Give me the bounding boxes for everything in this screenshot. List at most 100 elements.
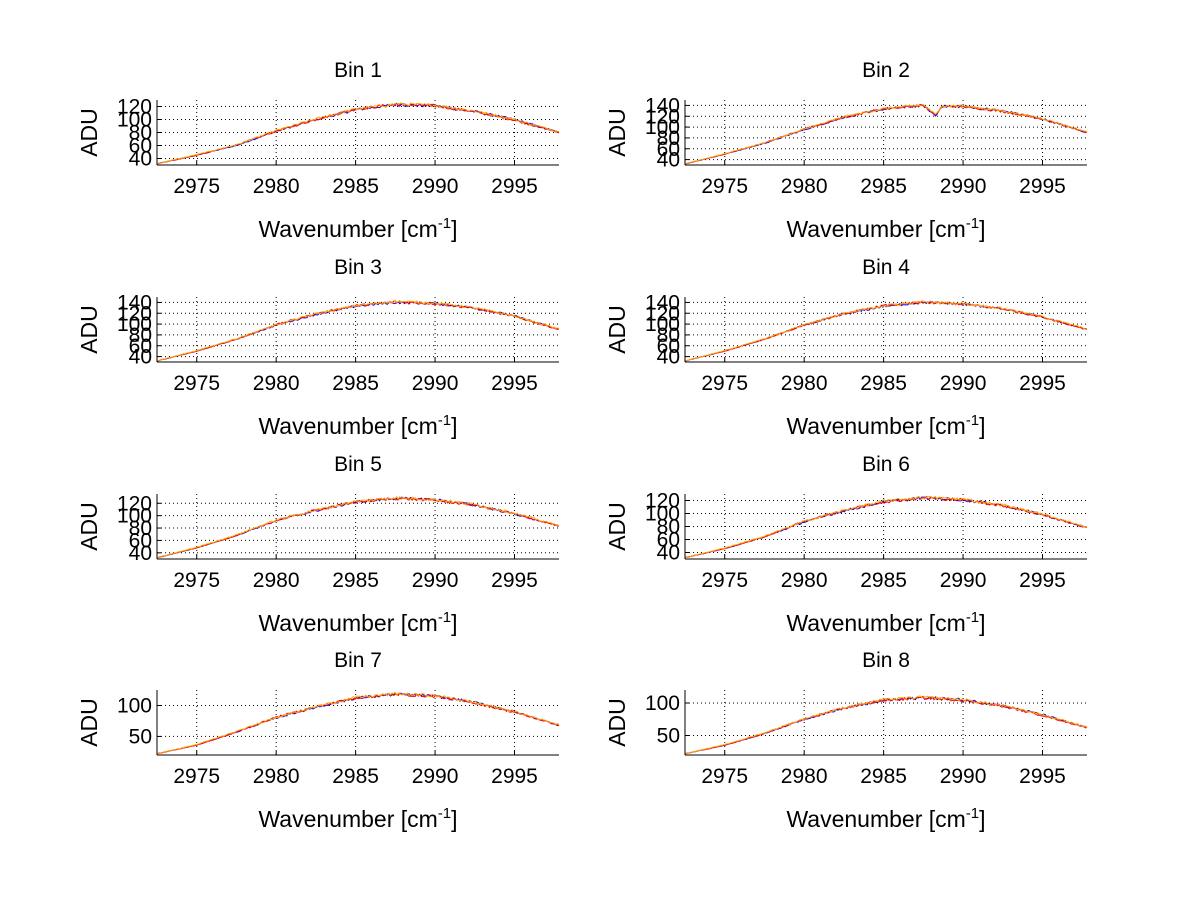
x-tick-label: 2990 bbox=[940, 569, 987, 592]
subplot-title: Bin 2 bbox=[862, 59, 910, 82]
x-tick-label: 2995 bbox=[491, 569, 538, 592]
series-line bbox=[684, 495, 1088, 558]
subplot-title: Bin 6 bbox=[862, 453, 910, 476]
x-tick-label: 2975 bbox=[701, 372, 748, 395]
x-tick-label: 2985 bbox=[332, 372, 379, 395]
x-tick-label: 2980 bbox=[781, 765, 828, 788]
y-tick-label: 40 bbox=[129, 148, 152, 171]
y-axis-label: ADU bbox=[76, 305, 102, 354]
x-axis-label: Wavenumber [cm-1] bbox=[258, 609, 457, 636]
y-tick-label: 80 bbox=[129, 517, 152, 540]
y-tick-label: 120 bbox=[117, 96, 152, 119]
series-line bbox=[156, 300, 560, 362]
x-tick-label: 2980 bbox=[781, 372, 828, 395]
x-tick-label: 2975 bbox=[701, 765, 748, 788]
x-axis-label: Wavenumber [cm-1] bbox=[258, 215, 457, 242]
y-axis-label: ADU bbox=[604, 502, 630, 551]
y-tick-label: 60 bbox=[657, 335, 680, 358]
y-tick-label: 40 bbox=[657, 542, 680, 565]
x-tick-label: 2975 bbox=[701, 175, 748, 198]
y-axis-label: ADU bbox=[76, 502, 102, 551]
y-tick-label: 80 bbox=[657, 324, 680, 347]
x-tick-label: 2975 bbox=[173, 372, 220, 395]
x-axis-label: Wavenumber [cm-1] bbox=[786, 215, 985, 242]
series-line bbox=[684, 695, 1088, 755]
x-tick-label: 2990 bbox=[940, 765, 987, 788]
y-axis-label: ADU bbox=[604, 698, 630, 747]
series-line bbox=[156, 103, 560, 165]
x-tick-label: 2990 bbox=[412, 372, 459, 395]
y-tick-label: 40 bbox=[129, 542, 152, 565]
y-tick-label: 50 bbox=[129, 725, 152, 748]
y-axis-label: ADU bbox=[604, 305, 630, 354]
y-tick-label: 80 bbox=[657, 516, 680, 539]
series-line bbox=[684, 495, 1088, 559]
x-tick-label: 2975 bbox=[701, 569, 748, 592]
subplot-title: Bin 3 bbox=[334, 256, 382, 279]
y-tick-label: 120 bbox=[117, 492, 152, 515]
x-tick-label: 2995 bbox=[1019, 372, 1066, 395]
subplot-7: 2975 2980 2985 2990 2995 50 100 Bin 7 Wavenumber… bbox=[76, 649, 560, 832]
series-line bbox=[684, 300, 1088, 362]
x-tick-label: 2975 bbox=[173, 765, 220, 788]
series-line bbox=[684, 103, 1088, 165]
y-axis-label: ADU bbox=[76, 698, 102, 747]
x-tick-label: 2985 bbox=[860, 765, 907, 788]
subplot-title: Bin 1 bbox=[334, 59, 382, 82]
series-line bbox=[684, 695, 1088, 755]
y-tick-label: 120 bbox=[645, 302, 680, 325]
series-line bbox=[156, 692, 560, 755]
x-tick-label: 2980 bbox=[253, 765, 300, 788]
x-axis-label: Wavenumber [cm-1] bbox=[258, 805, 457, 832]
series-line bbox=[156, 692, 559, 755]
x-axis-label: Wavenumber [cm-1] bbox=[258, 412, 457, 439]
series-line bbox=[684, 496, 1088, 558]
y-tick-label: 100 bbox=[117, 313, 152, 336]
x-tick-label: 2995 bbox=[1019, 569, 1066, 592]
y-tick-label: 60 bbox=[129, 135, 152, 158]
x-tick-label: 2985 bbox=[332, 765, 379, 788]
series-line bbox=[156, 301, 560, 362]
series-line bbox=[684, 300, 1088, 362]
subplot-title: Bin 5 bbox=[334, 453, 382, 476]
x-tick-label: 2975 bbox=[173, 569, 220, 592]
y-tick-label: 140 bbox=[117, 291, 152, 314]
y-tick-label: 100 bbox=[645, 692, 680, 715]
series-line bbox=[156, 102, 560, 165]
series-line bbox=[684, 103, 1088, 165]
x-tick-label: 2990 bbox=[412, 765, 459, 788]
x-axis-label: Wavenumber [cm-1] bbox=[786, 805, 985, 832]
y-tick-label: 80 bbox=[129, 122, 152, 145]
y-tick-label: 100 bbox=[117, 694, 152, 717]
x-tick-label: 2980 bbox=[781, 175, 828, 198]
subplot-title: Bin 4 bbox=[862, 256, 910, 279]
y-tick-label: 100 bbox=[117, 505, 152, 528]
x-tick-label: 2995 bbox=[491, 175, 538, 198]
x-tick-label: 2995 bbox=[1019, 175, 1066, 198]
series-line bbox=[684, 103, 1088, 165]
y-tick-label: 120 bbox=[645, 105, 680, 128]
x-tick-label: 2995 bbox=[491, 372, 538, 395]
series-line bbox=[684, 300, 1088, 362]
x-tick-label: 2980 bbox=[253, 175, 300, 198]
x-axis-label: Wavenumber [cm-1] bbox=[786, 609, 985, 636]
x-tick-label: 2985 bbox=[860, 175, 907, 198]
x-tick-label: 2990 bbox=[412, 569, 459, 592]
x-tick-label: 2980 bbox=[781, 569, 828, 592]
y-tick-label: 140 bbox=[645, 94, 680, 117]
x-tick-label: 2980 bbox=[253, 372, 300, 395]
series-line bbox=[156, 101, 560, 165]
series-line bbox=[156, 299, 560, 362]
y-tick-label: 120 bbox=[645, 490, 680, 513]
y-tick-label: 60 bbox=[657, 529, 680, 552]
series-line bbox=[156, 495, 560, 559]
x-tick-label: 2980 bbox=[253, 569, 300, 592]
x-tick-label: 2975 bbox=[173, 175, 220, 198]
series-line bbox=[684, 696, 1088, 755]
